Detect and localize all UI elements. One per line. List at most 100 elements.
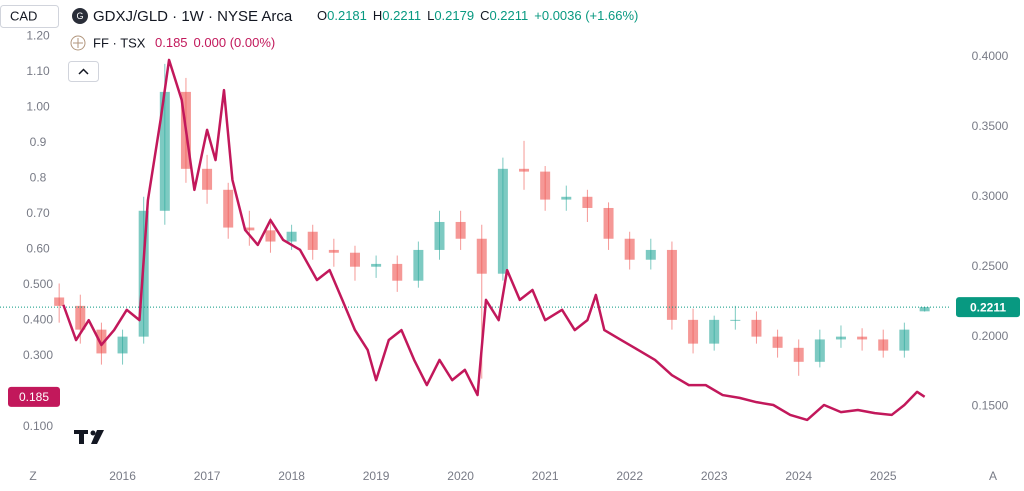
- z-button[interactable]: Z: [29, 469, 36, 483]
- ohlc-key: H: [373, 8, 382, 23]
- ohlc-value: 0.2179: [434, 8, 474, 23]
- candle-body: [582, 196, 593, 208]
- ohlc-legend: O0.2181 H0.2211 L0.2179 C0.2211 +0.0036 (+1.…: [317, 8, 638, 23]
- candle-body: [328, 249, 339, 253]
- collapse-icon: [78, 68, 89, 75]
- x-tick-label: 2022: [616, 469, 643, 483]
- candle-body: [54, 297, 65, 306]
- y-tick-label: 0.8: [30, 171, 47, 185]
- candle-body: [857, 336, 868, 340]
- x-tick-label: 2019: [363, 469, 390, 483]
- candle-body: [772, 336, 783, 348]
- candle-body: [75, 305, 86, 330]
- candle-body: [371, 263, 382, 267]
- candle-body: [688, 319, 699, 344]
- candle-body: [159, 91, 170, 211]
- indicator-icon-cross: [73, 38, 83, 48]
- x-tick-label: 2021: [532, 469, 559, 483]
- candle-body: [286, 231, 297, 242]
- y2-tick-label: 0.3000: [972, 189, 1009, 203]
- axes: 0.100 0.300 0.400 0.500 0.60 0.70 0.8 0.9 1.00 1.…: [8, 29, 1020, 483]
- x-tick-label: 2024: [785, 469, 812, 483]
- candle-body: [730, 319, 741, 321]
- y-tick-label: 1.00: [26, 100, 50, 114]
- second-symbol: FF · TSX: [93, 35, 146, 50]
- x-tick-label: 2016: [109, 469, 136, 483]
- candle-body: [835, 336, 846, 340]
- x-tick-label: 2018: [278, 469, 305, 483]
- y-tick-label: 1.10: [26, 64, 50, 78]
- ohlc-value: 0.2181: [327, 8, 367, 23]
- y-tick-label: 0.100: [23, 419, 53, 433]
- price-label: 0.185: [19, 390, 49, 404]
- candle-body: [878, 339, 889, 351]
- series-line: [62, 58, 926, 422]
- y-tick-label: 0.300: [23, 348, 53, 362]
- change-text: +0.0036 (+1.66%): [534, 8, 638, 23]
- price-label: 0.2211: [970, 300, 1006, 314]
- y-tick-label: 0.70: [26, 206, 50, 220]
- y-tick-label: 0.9: [30, 135, 47, 149]
- y-tick-label: 1.20: [26, 29, 50, 43]
- y2-tick-label: 0.1500: [972, 399, 1009, 413]
- plot-area: [0, 58, 950, 422]
- candle-body: [709, 319, 720, 344]
- currency-button[interactable]: [0, 5, 59, 28]
- candle-body: [202, 168, 213, 190]
- y2-tick-label: 0.3500: [972, 119, 1009, 133]
- candle-body: [392, 263, 403, 281]
- y2-tick-label: 0.2000: [972, 329, 1009, 343]
- second-legend: 0.185 0.000 (0.00%): [155, 35, 275, 50]
- ohlc-value: 0.2211: [489, 8, 528, 23]
- symbol-title: GDXJ/GLD · 1W · NYSE Arca: [93, 8, 293, 25]
- candle-body: [455, 221, 466, 239]
- candle-body: [265, 230, 276, 242]
- indicator-icon: [70, 35, 86, 51]
- candle-body: [540, 171, 551, 200]
- candle-body: [919, 307, 930, 312]
- x-tick-label: 2020: [447, 469, 474, 483]
- symbol-icon: [72, 8, 88, 24]
- y-tick-label: 0.400: [23, 313, 53, 327]
- candle-body: [476, 238, 487, 274]
- candle-body: [899, 329, 910, 351]
- price-label-box: [956, 297, 1020, 318]
- candle-body: [497, 168, 508, 274]
- ohlc-key: C: [480, 8, 489, 23]
- x-tick-label: 2023: [701, 469, 728, 483]
- candle-body: [349, 252, 360, 267]
- price-label-box: [8, 386, 60, 407]
- candle-body: [519, 168, 530, 172]
- candle-body: [434, 221, 445, 250]
- candle-body: [307, 231, 318, 250]
- symbol-icon-letter: G: [76, 11, 83, 21]
- x-tick-label: 2025: [870, 469, 897, 483]
- ohlc-key: L: [427, 8, 434, 23]
- y-tick-label: 0.60: [26, 242, 50, 256]
- candle-body: [561, 196, 572, 200]
- candle-body: [96, 329, 107, 354]
- ohlc-key: O: [317, 8, 327, 23]
- collapse-button[interactable]: [68, 61, 99, 82]
- second-value: 0.185: [155, 35, 188, 50]
- candle-body: [793, 347, 804, 362]
- candle-body: [413, 249, 424, 281]
- candle-body: [603, 207, 614, 239]
- candle-body: [624, 238, 635, 260]
- y-tick-label: 0.500: [23, 277, 53, 291]
- candle-body: [645, 249, 656, 260]
- y2-tick-label: 0.4000: [972, 49, 1009, 63]
- y2-tick-label: 0.2500: [972, 259, 1009, 273]
- candle-body: [244, 227, 255, 231]
- candle-body: [814, 339, 825, 362]
- ohlc-value: 0.2211: [382, 8, 421, 23]
- logo: [74, 430, 104, 444]
- x-tick-label: 2017: [194, 469, 221, 483]
- second-change: 0.000 (0.00%): [194, 35, 276, 50]
- a-button[interactable]: A: [989, 469, 997, 483]
- candle-body: [117, 336, 128, 354]
- currency-label: CAD: [10, 8, 37, 23]
- candle-body: [223, 189, 234, 228]
- candle-body: [666, 249, 677, 320]
